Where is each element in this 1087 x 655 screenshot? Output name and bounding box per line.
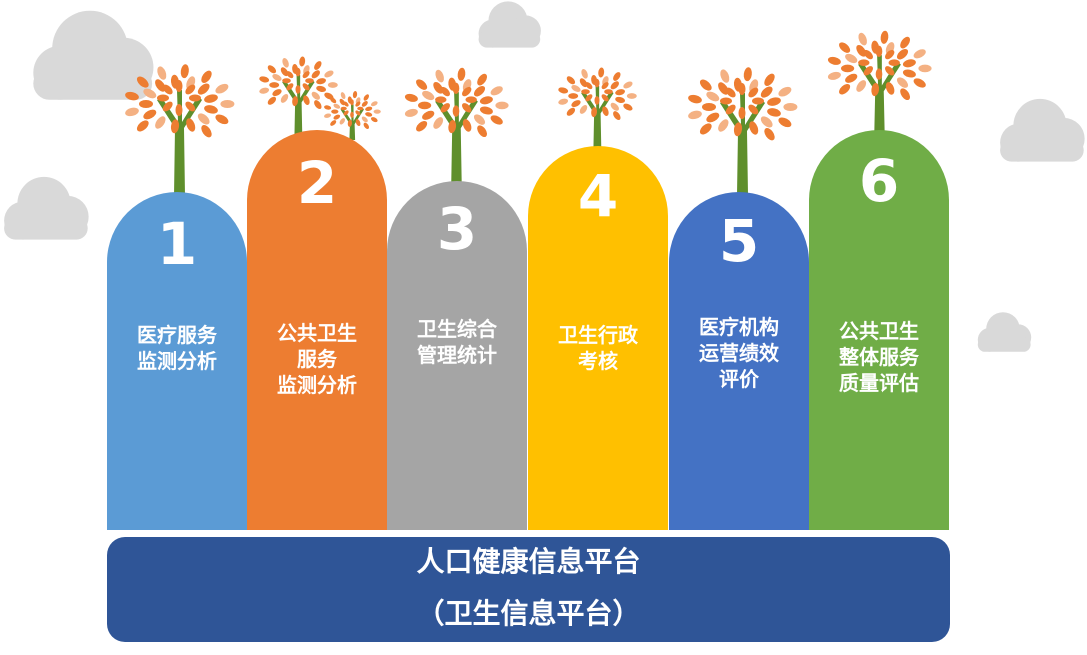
cloud-icon	[1000, 98, 1085, 162]
tree-icon	[404, 67, 509, 183]
clouds	[4, 1, 1085, 352]
tree-icon	[259, 56, 338, 138]
cloud-icon	[4, 176, 89, 240]
tree-icon	[688, 67, 798, 195]
pillar-3-shape	[387, 181, 527, 530]
pillar-2-shape	[247, 130, 387, 530]
tree-icon	[827, 30, 932, 135]
pillar-5-shape	[669, 192, 809, 530]
pillar-6-shape	[809, 130, 949, 530]
pillars	[107, 130, 949, 530]
cloud-icon	[33, 10, 154, 100]
cloud-icon	[977, 312, 1032, 352]
pillar-4-shape	[528, 146, 668, 530]
tree-icon	[125, 64, 235, 196]
pillar-1-shape	[107, 192, 247, 530]
tree-icon	[558, 67, 637, 150]
cloud-icon	[478, 1, 541, 48]
tree-icon	[324, 91, 381, 140]
trees	[125, 30, 932, 196]
